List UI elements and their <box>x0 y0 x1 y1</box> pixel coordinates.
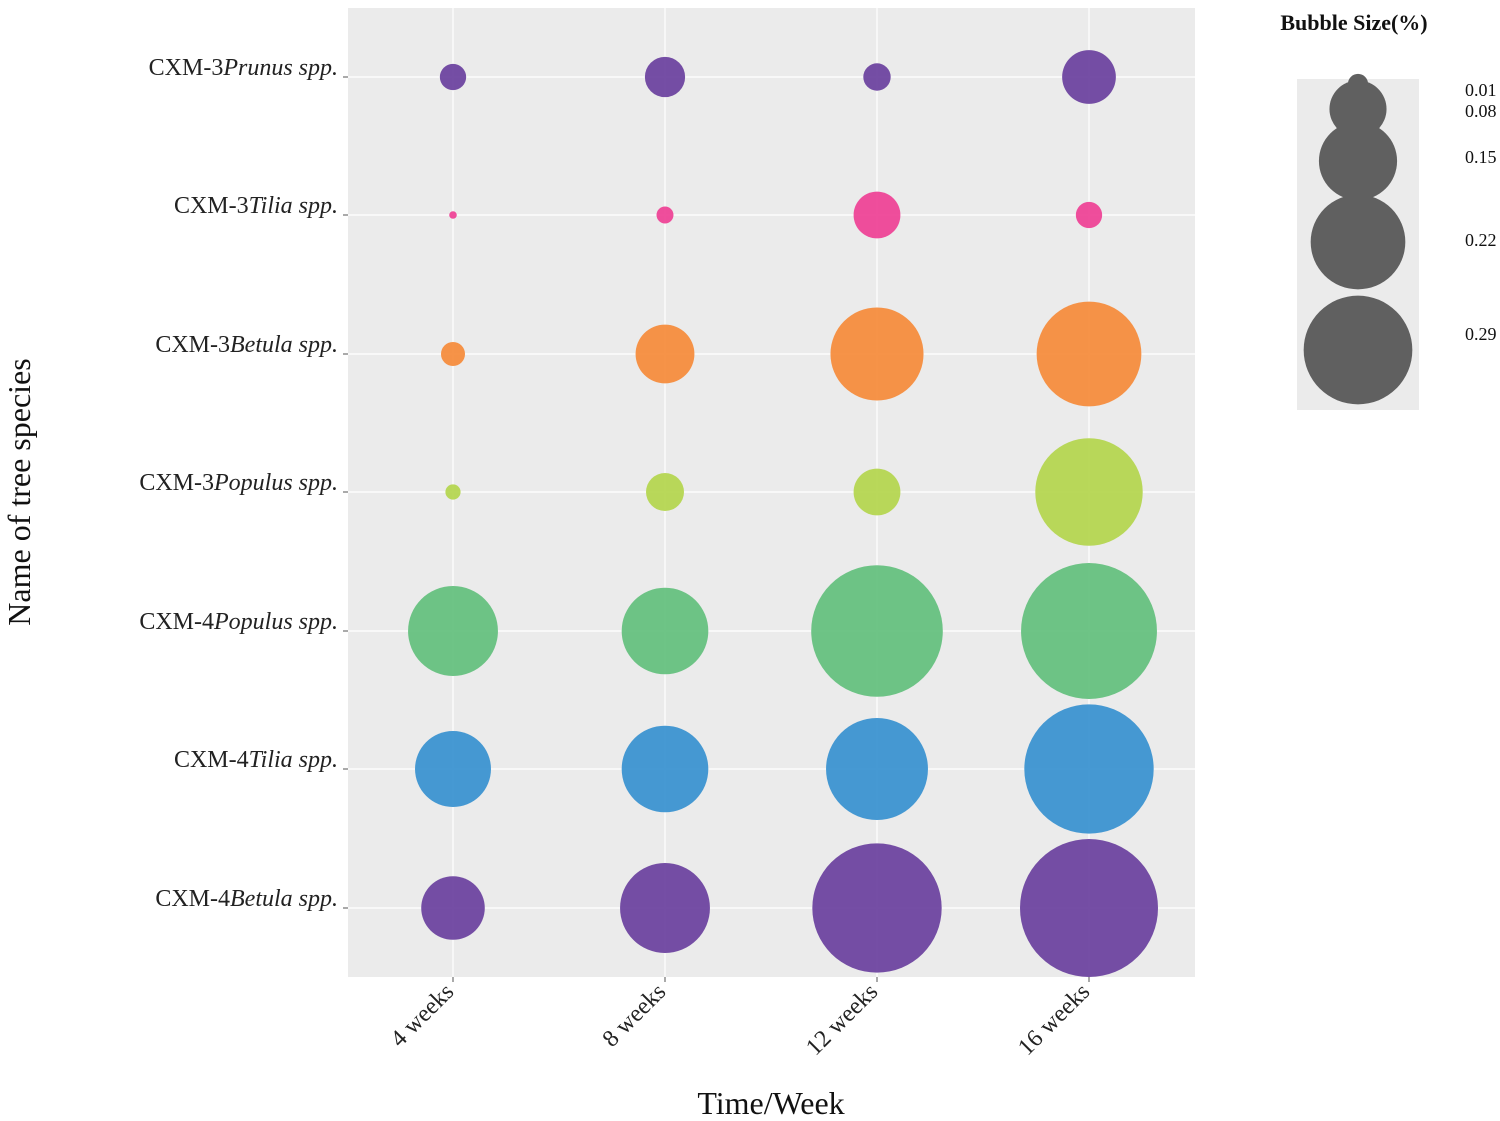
bubble <box>853 191 901 239</box>
x-tick-label: 12 weeks <box>801 979 883 1061</box>
bubble <box>656 206 674 224</box>
bubble <box>830 307 924 401</box>
bubble <box>646 473 684 511</box>
bubble <box>1021 563 1157 699</box>
bubble <box>415 731 491 807</box>
bubble <box>408 586 498 676</box>
bubble <box>811 565 943 697</box>
size-legend: 0.010.08 0.15 0.22 0.29 <box>1303 73 1497 405</box>
legend-bubble <box>1310 194 1406 290</box>
legend-bubble <box>1303 295 1413 405</box>
legend-label: 0.01 <box>1465 80 1497 100</box>
legend-label: 0.15 <box>1465 147 1497 167</box>
bubble <box>1036 301 1142 407</box>
bubble <box>620 863 710 953</box>
bubble <box>1035 438 1143 546</box>
x-axis-title: Time/Week <box>697 1085 844 1121</box>
bubble <box>1062 50 1116 104</box>
y-tick-label: CXM-3Prunus spp. <box>149 55 338 81</box>
bubble <box>440 341 466 367</box>
bubble <box>1024 704 1154 834</box>
bubble <box>1020 839 1158 977</box>
y-tick-label: CXM-3Betula spp. <box>155 332 338 358</box>
x-tick-label: 8 weeks <box>598 979 672 1053</box>
y-tick-labels: CXM-3Prunus spp. CXM-3Tilia spp. CXM-3Betu… <box>139 55 348 912</box>
bubble <box>621 725 709 813</box>
bubble <box>812 843 942 973</box>
y-tick-label: CXM-3Tilia spp. <box>174 193 338 219</box>
legend-bubble <box>1329 80 1387 138</box>
legend-label: 0.29 <box>1465 324 1497 344</box>
bubble <box>449 211 457 219</box>
x-tick-label: 4 weeks <box>386 979 460 1053</box>
x-tick-label: 16 weeks <box>1013 979 1095 1061</box>
legend-title: Bubble Size(%) <box>1280 10 1427 35</box>
bubble <box>853 468 901 516</box>
bubble <box>826 718 928 820</box>
bubble <box>445 484 461 500</box>
bubble <box>421 876 485 940</box>
bubbles <box>408 50 1158 977</box>
legend-label: 0.08 <box>1465 101 1497 121</box>
y-axis-title: Name of tree species <box>1 358 37 625</box>
bubble <box>439 63 467 91</box>
bubble <box>1075 201 1103 229</box>
y-tick-label: CXM-4Tilia spp. <box>174 747 338 773</box>
bubble <box>621 587 709 675</box>
bubble <box>863 63 891 91</box>
legend-bubble <box>1318 121 1398 201</box>
y-tick-label: CXM-4Betula spp. <box>155 886 338 912</box>
y-tick-label: CXM-3Populus spp. <box>139 470 338 496</box>
x-tick-labels: 4 weeks 8 weeks 12 weeks 16 weeks <box>386 977 1095 1061</box>
legend-label: 0.22 <box>1465 230 1497 250</box>
bubble <box>644 56 686 98</box>
y-tick-label: CXM-4Populus spp. <box>139 609 338 635</box>
bubble <box>635 324 695 384</box>
